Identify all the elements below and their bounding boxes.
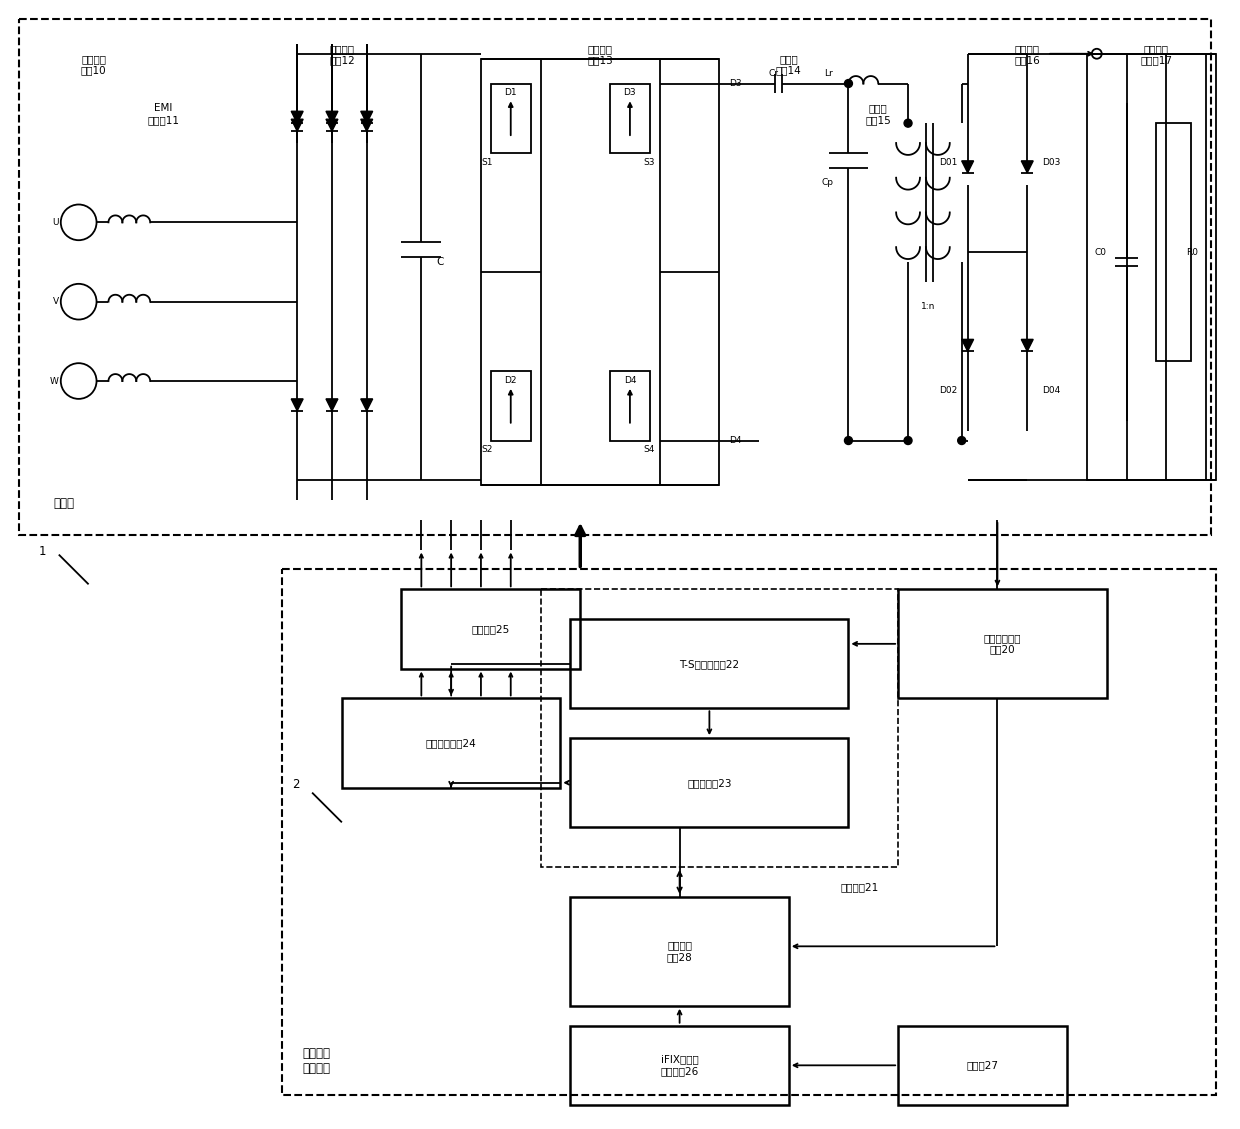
Text: S3: S3 (644, 158, 655, 167)
Text: T-S模糊控制器22: T-S模糊控制器22 (680, 658, 739, 668)
Text: 三相整流
模块12: 三相整流 模块12 (329, 44, 355, 65)
Text: 1: 1 (38, 544, 46, 558)
Text: C0: C0 (1095, 247, 1107, 256)
Polygon shape (361, 120, 373, 131)
Bar (570, 1025, 789, 1105)
Text: 三相交流
电源10: 三相交流 电源10 (81, 54, 107, 76)
Bar (541, 589, 898, 867)
Text: 手操器27: 手操器27 (966, 1060, 998, 1070)
Text: S1: S1 (481, 158, 492, 167)
Polygon shape (1022, 160, 1033, 173)
Circle shape (844, 437, 852, 445)
Bar (481, 59, 719, 485)
Polygon shape (962, 340, 973, 351)
Polygon shape (291, 399, 303, 411)
Text: W: W (50, 377, 58, 385)
Bar (570, 738, 848, 828)
Bar (402, 589, 580, 668)
Text: D3: D3 (624, 88, 636, 97)
Bar (19, 19, 1211, 535)
Bar (570, 896, 789, 1006)
Text: 高压整流
硅堆16: 高压整流 硅堆16 (1014, 44, 1040, 65)
Bar (898, 1025, 1066, 1105)
Text: 全桥逆变
电路13: 全桥逆变 电路13 (588, 44, 613, 65)
Polygon shape (291, 120, 303, 131)
Polygon shape (326, 399, 339, 411)
Text: D1: D1 (505, 88, 517, 97)
Text: 模糊预测
控制系统: 模糊预测 控制系统 (303, 1048, 330, 1075)
Text: U: U (52, 218, 58, 227)
Circle shape (904, 437, 913, 445)
Text: Cr: Cr (769, 69, 779, 78)
Text: 除尘器等
效网络17: 除尘器等 效网络17 (1141, 44, 1172, 65)
Text: D04: D04 (1042, 386, 1060, 395)
Text: D4: D4 (624, 376, 636, 385)
Text: 数字逻辑单元24: 数字逻辑单元24 (425, 738, 476, 749)
Bar (570, 619, 848, 708)
Text: Cp: Cp (822, 178, 833, 187)
Text: iFIX上位机
监控单元26: iFIX上位机 监控单元26 (661, 1054, 698, 1076)
Text: D4: D4 (729, 436, 742, 445)
Text: 主回路: 主回路 (53, 497, 74, 510)
Text: S4: S4 (644, 446, 655, 455)
Text: 谐振电
容组14: 谐振电 容组14 (776, 54, 802, 76)
Polygon shape (962, 160, 973, 173)
Bar (283, 569, 1216, 1095)
Text: 预测控制器23: 预测控制器23 (687, 778, 732, 788)
Bar (1157, 123, 1192, 361)
Text: 2: 2 (293, 778, 300, 790)
Text: D02: D02 (940, 386, 957, 395)
Text: D01: D01 (940, 158, 957, 167)
Text: S2: S2 (481, 446, 492, 455)
Polygon shape (326, 120, 339, 131)
Circle shape (844, 79, 852, 87)
Text: D03: D03 (1042, 158, 1060, 167)
Bar (491, 84, 531, 152)
Circle shape (904, 120, 913, 128)
Polygon shape (291, 112, 303, 123)
Polygon shape (1022, 340, 1033, 351)
Text: Lr: Lr (825, 69, 833, 78)
Bar (1086, 54, 1216, 480)
Bar (342, 699, 560, 788)
Text: 驱动单元25: 驱动单元25 (471, 624, 510, 634)
Polygon shape (361, 399, 373, 411)
Polygon shape (326, 112, 339, 123)
Text: 模拟信号采集
单元20: 模拟信号采集 单元20 (983, 633, 1022, 655)
Text: R0: R0 (1187, 247, 1198, 256)
Circle shape (957, 437, 966, 445)
Bar (491, 371, 531, 440)
Text: 故障检测
装置28: 故障检测 装置28 (667, 940, 692, 962)
Text: V: V (52, 297, 58, 306)
Bar (610, 371, 650, 440)
Polygon shape (361, 112, 373, 123)
Text: EMI
滤波器11: EMI 滤波器11 (148, 104, 179, 125)
Text: 高频变
压器15: 高频变 压器15 (866, 104, 892, 125)
Bar (610, 84, 650, 152)
Text: D3: D3 (729, 79, 742, 88)
Text: D2: D2 (505, 376, 517, 385)
Bar (898, 589, 1107, 699)
Text: 1:n: 1:n (921, 301, 935, 310)
Text: 主控单元21: 主控单元21 (839, 882, 878, 892)
Text: C: C (436, 257, 444, 268)
